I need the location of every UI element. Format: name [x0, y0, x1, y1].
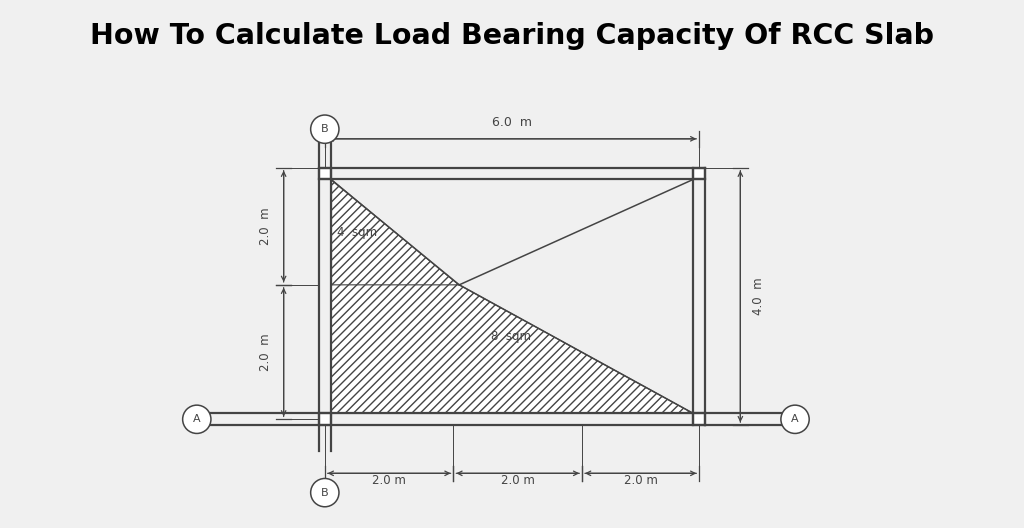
Bar — [319, 168, 331, 180]
Circle shape — [182, 405, 211, 433]
Text: B: B — [321, 124, 329, 134]
Text: 6.0  m: 6.0 m — [492, 116, 532, 129]
Bar — [319, 413, 331, 425]
Text: 2.0  m: 2.0 m — [259, 333, 272, 371]
Text: 4  sqm: 4 sqm — [337, 225, 377, 239]
Text: How To Calculate Load Bearing Capacity Of RCC Slab: How To Calculate Load Bearing Capacity O… — [90, 22, 934, 50]
Text: A: A — [193, 414, 201, 425]
Bar — [693, 413, 705, 425]
Text: 4.0  m: 4.0 m — [752, 278, 765, 315]
Circle shape — [310, 115, 339, 143]
Bar — [693, 168, 705, 180]
Text: 2.0  m: 2.0 m — [259, 208, 272, 245]
Polygon shape — [331, 285, 693, 413]
Text: 2.0 m: 2.0 m — [372, 475, 407, 487]
Text: A: A — [792, 414, 799, 425]
Circle shape — [781, 405, 809, 433]
Text: 2.0 m: 2.0 m — [501, 475, 535, 487]
Text: 2.0 m: 2.0 m — [624, 475, 657, 487]
Circle shape — [310, 478, 339, 507]
Text: 8  sqm: 8 sqm — [492, 330, 531, 343]
Text: B: B — [321, 488, 329, 497]
Polygon shape — [331, 180, 459, 285]
